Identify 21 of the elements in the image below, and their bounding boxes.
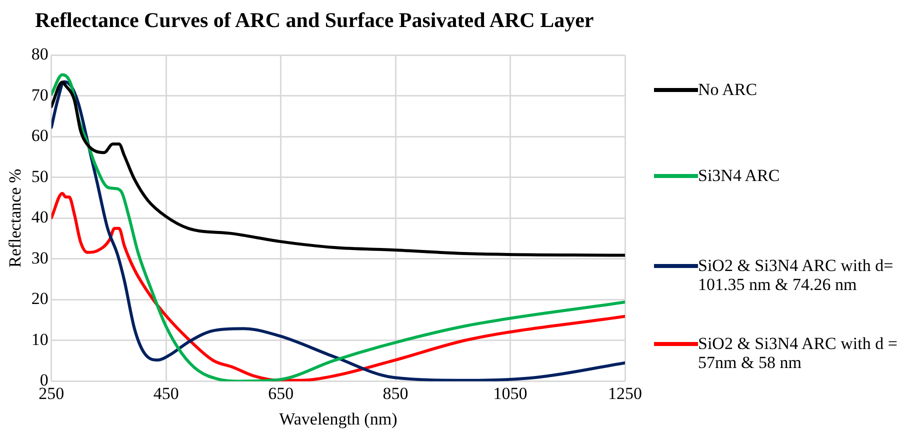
y-tick-label: 30 [31,248,48,268]
y-tick-label: 60 [31,126,48,146]
y-tick-label: 20 [31,289,48,308]
x-tick-label: 850 [382,384,408,403]
line-series [51,80,625,257]
x-tick-label: 1250 [608,384,642,403]
x-axis-title: Wavelength (nm) [279,409,398,428]
legend-label: SiO2 & Si3N4 ARC with d= 101.35 nm & 74.26 nm [698,256,894,294]
y-tick-label: 10 [31,330,48,349]
x-tick-label: 650 [268,384,294,403]
legend-label: No ARC [698,80,758,99]
x-tick-label: 1050 [493,384,528,403]
legend-label: SiO2 & Si3N4 ARC with d = 57nm & 58 nm [698,334,898,372]
legend-label: Si3N4 ARC [698,166,780,185]
x-tick-label: 450 [153,384,179,403]
y-axis-title: Reflectance % [6,168,25,268]
y-tick-label: 50 [31,166,48,186]
y-tick-label: 80 [31,44,48,64]
y-tick-label: 70 [31,85,48,104]
y-tick-label: 40 [31,208,48,227]
chart-title: Reflectance Curves of ARC and Surface Pasivated ARC Layer [35,8,594,33]
